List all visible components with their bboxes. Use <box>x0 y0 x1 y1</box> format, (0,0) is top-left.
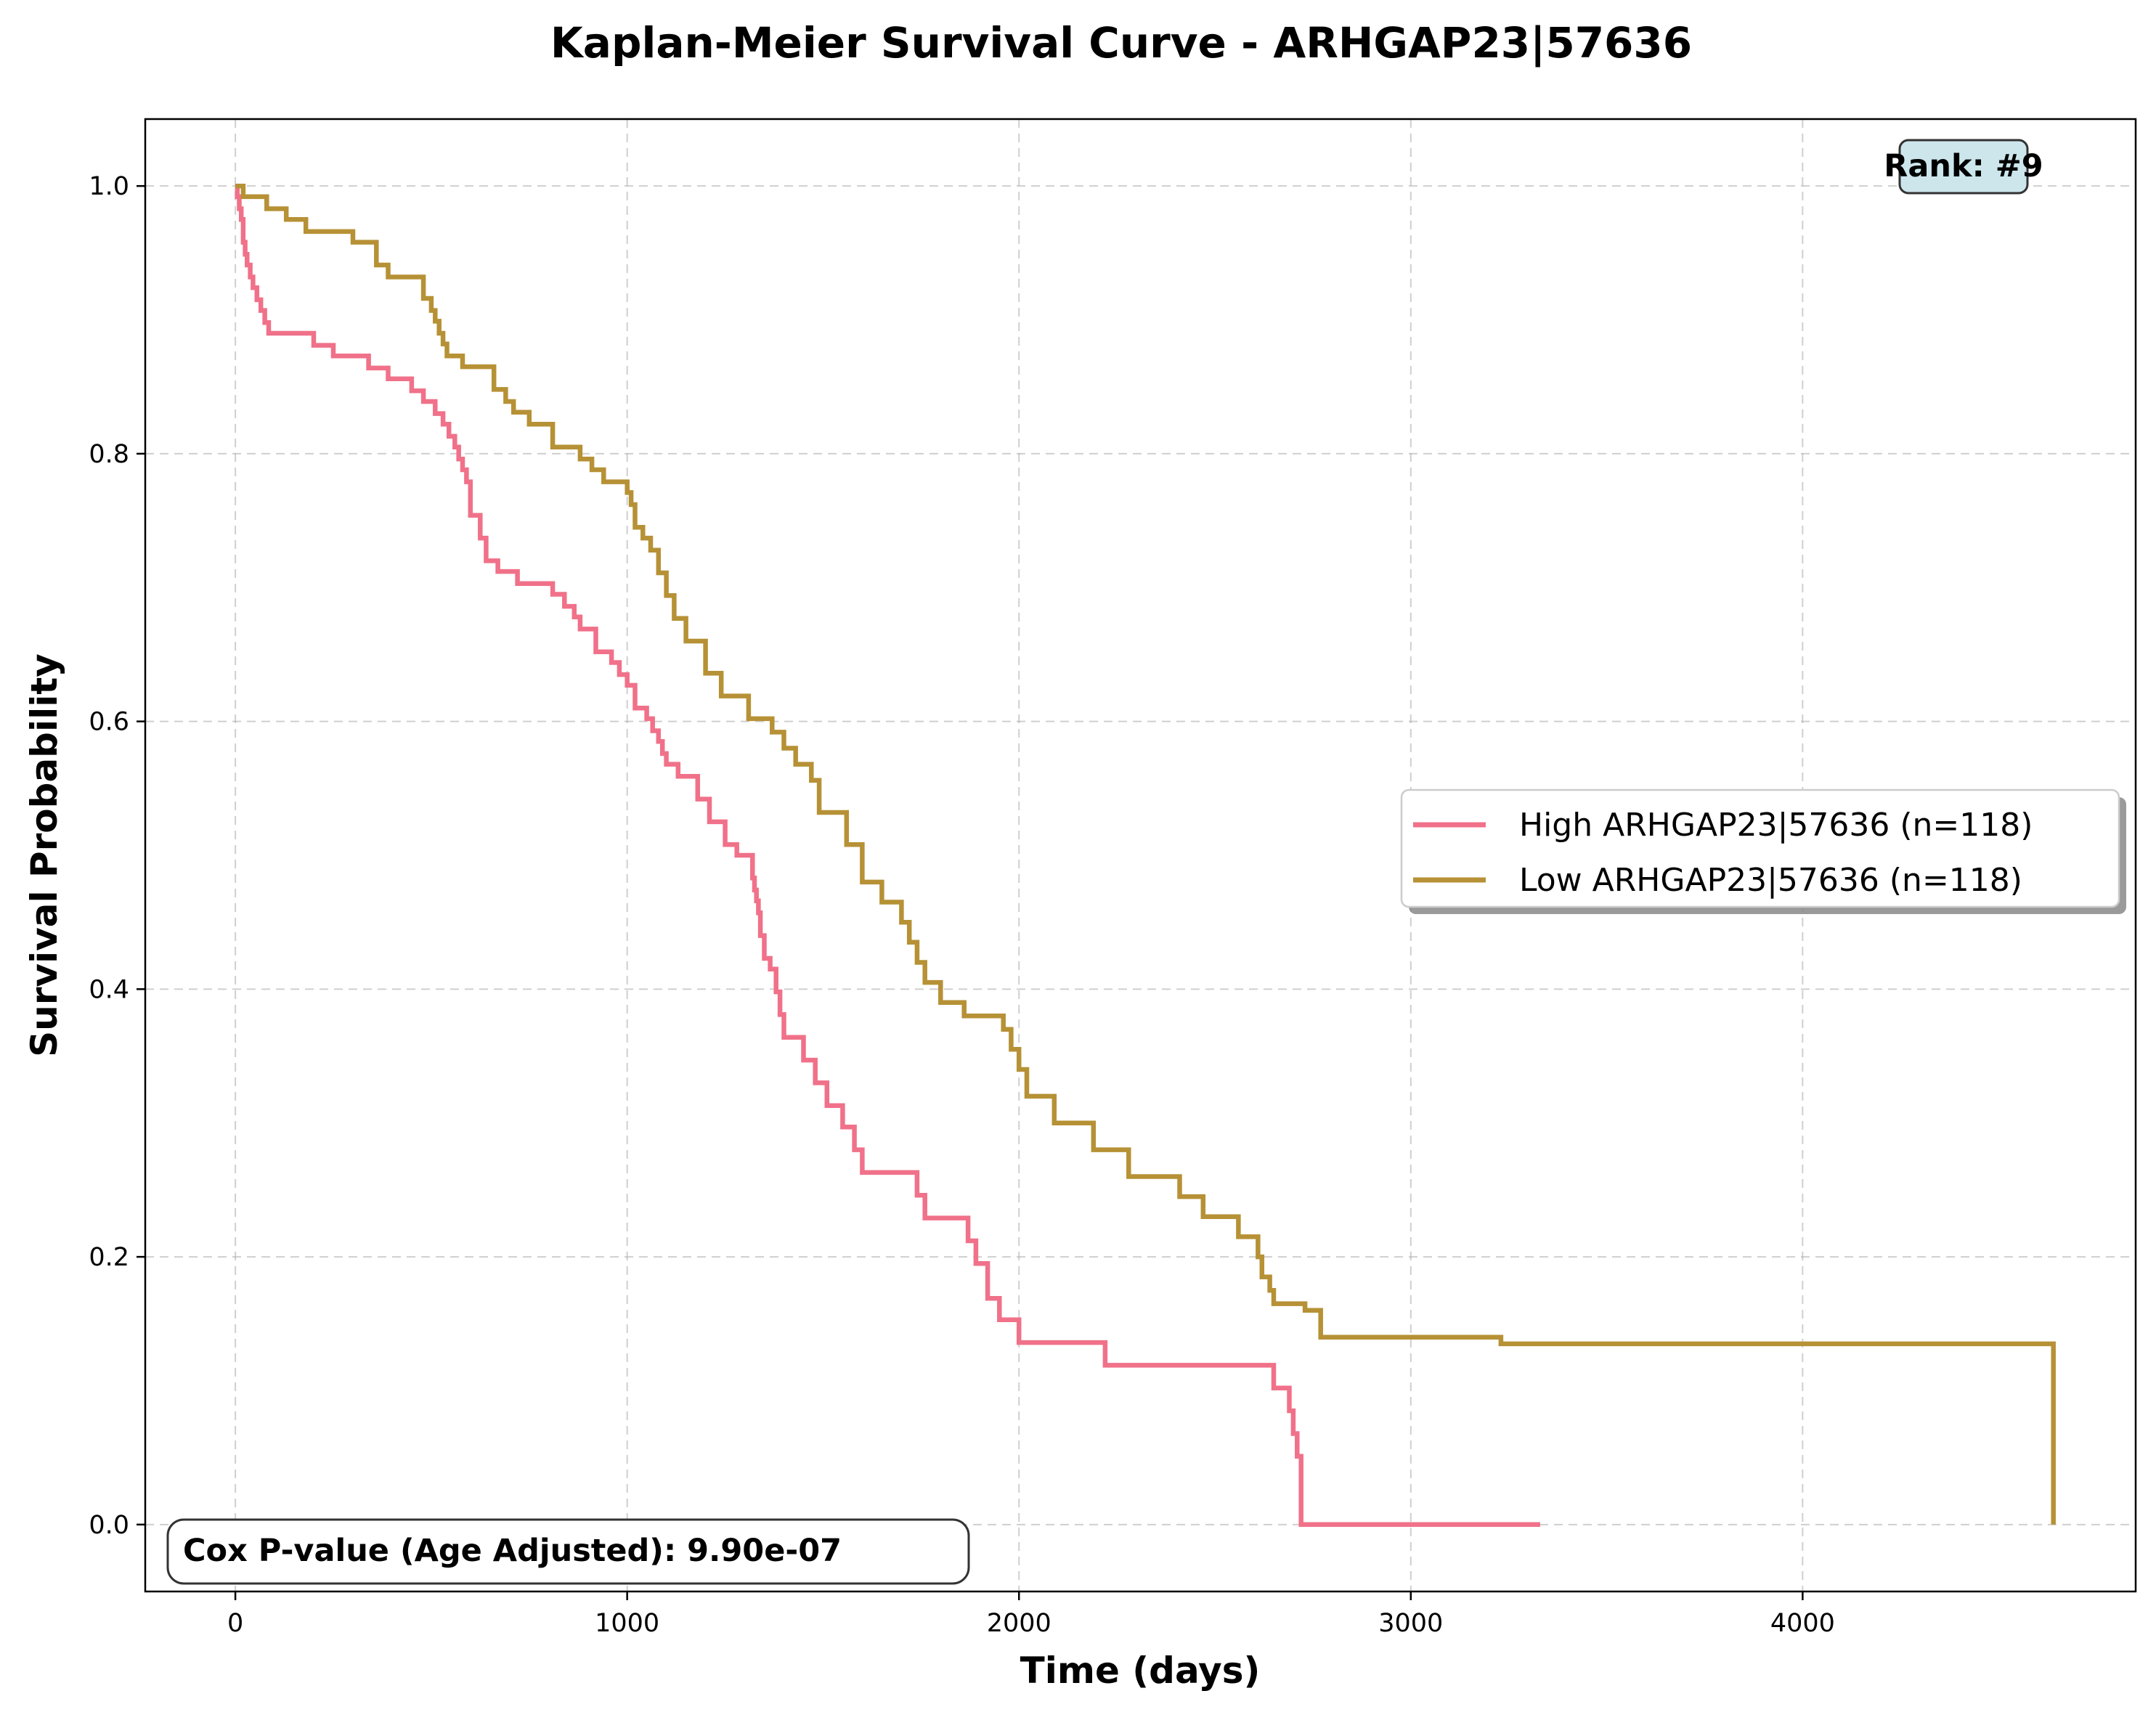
y-tick-label: 0.4 <box>89 975 129 1004</box>
y-tick-label: 0.0 <box>89 1511 129 1540</box>
chart-title: Kaplan-Meier Survival Curve - ARHGAP23|5… <box>550 18 1692 68</box>
plot-frame <box>144 118 2137 1593</box>
y-tick-label: 0.6 <box>89 708 129 737</box>
rank-badge-text: Rank: #9 <box>1884 148 2043 184</box>
x-tick-label: 0 <box>227 1609 243 1638</box>
legend-label-low: Low ARHGAP23|57636 (n=118) <box>1519 862 2022 899</box>
x-tick-label: 2000 <box>987 1609 1051 1638</box>
y-tick-label: 1.0 <box>89 172 129 201</box>
cox-pvalue-text: Cox P-value (Age Adjusted): 9.90e-07 <box>183 1533 842 1569</box>
cox-pvalue-badge: Cox P-value (Age Adjusted): 9.90e-07 <box>166 1518 970 1585</box>
x-axis-label: Time (days) <box>1020 1650 1261 1692</box>
y-axis-ticks: 0.0 0.2 0.4 0.6 0.8 1.0 <box>89 172 145 1540</box>
x-axis-ticks: 0 1000 2000 3000 4000 <box>227 1591 1835 1638</box>
rank-badge: Rank: #9 <box>1884 139 2043 195</box>
series-line-high <box>235 183 1540 1528</box>
x-tick-label: 1000 <box>595 1609 659 1638</box>
y-axis-label: Survival Probability <box>23 653 65 1057</box>
legend-label-high: High ARHGAP23|57636 (n=118) <box>1519 807 2033 844</box>
x-tick-label: 3000 <box>1378 1609 1443 1638</box>
series-line-low <box>235 183 2056 1525</box>
y-tick-label: 0.2 <box>89 1243 129 1272</box>
legend[interactable]: High ARHGAP23|57636 (n=118) Low ARHGAP23… <box>1400 788 2126 914</box>
series-lines <box>235 183 2056 1528</box>
y-tick-label: 0.8 <box>89 440 129 469</box>
x-tick-label: 4000 <box>1770 1609 1835 1638</box>
